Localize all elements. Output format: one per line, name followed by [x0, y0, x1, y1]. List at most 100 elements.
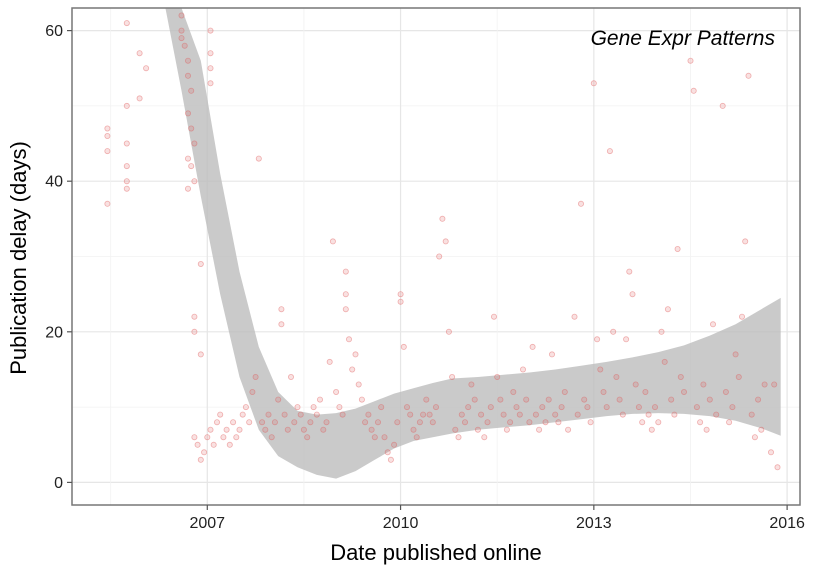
data-point: [536, 426, 543, 433]
data-point: [465, 404, 472, 411]
y-axis-ticks: 0 20 40 60: [45, 23, 72, 492]
data-point: [268, 434, 275, 441]
data-point: [490, 313, 497, 320]
data-point: [626, 268, 633, 275]
data-point: [197, 351, 204, 358]
data-point: [610, 328, 617, 335]
data-point: [481, 434, 488, 441]
data-point: [429, 419, 436, 426]
data-point: [594, 336, 601, 343]
x-tick-label: 2013: [576, 515, 612, 532]
data-point: [123, 178, 130, 185]
data-point: [249, 388, 256, 395]
data-point: [181, 42, 188, 49]
data-point: [584, 404, 591, 411]
data-point: [300, 426, 307, 433]
data-point: [188, 163, 195, 170]
data-point: [578, 200, 585, 207]
data-point: [191, 178, 198, 185]
data-point: [226, 441, 233, 448]
data-point: [197, 456, 204, 463]
data-point: [284, 426, 291, 433]
data-point: [655, 419, 662, 426]
data-point: [652, 404, 659, 411]
data-point: [507, 419, 514, 426]
data-point: [774, 464, 781, 471]
data-point: [349, 366, 356, 373]
data-point: [184, 155, 191, 162]
data-point: [352, 351, 359, 358]
data-point: [104, 148, 111, 155]
data-point: [619, 411, 626, 418]
y-tick-label: 40: [45, 174, 63, 191]
data-point: [574, 411, 581, 418]
data-point: [365, 411, 372, 418]
data-point: [432, 404, 439, 411]
data-point: [681, 388, 688, 395]
data-point: [178, 12, 185, 19]
data-point: [474, 426, 481, 433]
data-point: [484, 419, 491, 426]
data-point: [123, 140, 130, 147]
data-point: [387, 456, 394, 463]
data-point: [439, 215, 446, 222]
data-point: [281, 411, 288, 418]
data-point: [197, 260, 204, 267]
data-point: [558, 404, 565, 411]
data-point: [661, 358, 668, 365]
data-point: [545, 396, 552, 403]
data-point: [210, 441, 217, 448]
data-point: [358, 396, 365, 403]
data-point: [600, 388, 607, 395]
data-point: [265, 411, 272, 418]
data-point: [603, 404, 610, 411]
data-point: [239, 411, 246, 418]
data-point: [748, 411, 755, 418]
data-point: [642, 388, 649, 395]
data-point: [761, 381, 768, 388]
data-point: [426, 411, 433, 418]
data-point: [632, 381, 639, 388]
data-point: [371, 434, 378, 441]
data-point: [397, 298, 404, 305]
data-point: [342, 291, 349, 298]
data-point: [713, 411, 720, 418]
data-point: [378, 404, 385, 411]
data-point: [420, 411, 427, 418]
data-point: [587, 419, 594, 426]
data-point: [565, 426, 572, 433]
data-point: [333, 388, 340, 395]
data-point: [304, 434, 311, 441]
data-point: [368, 426, 375, 433]
data-point: [188, 125, 195, 132]
data-point: [391, 441, 398, 448]
data-point: [693, 404, 700, 411]
data-point: [323, 419, 330, 426]
data-point: [555, 419, 562, 426]
data-point: [458, 411, 465, 418]
data-point: [410, 426, 417, 433]
data-point: [342, 306, 349, 313]
data-point: [291, 419, 298, 426]
data-point: [207, 426, 214, 433]
confidence-band-area: [165, 8, 781, 479]
data-point: [755, 396, 762, 403]
data-point: [246, 419, 253, 426]
data-point: [201, 449, 208, 456]
data-point: [449, 373, 456, 380]
data-point: [613, 373, 620, 380]
data-point: [213, 419, 220, 426]
data-point: [516, 411, 523, 418]
data-point: [136, 95, 143, 102]
y-tick-label: 60: [45, 23, 63, 40]
data-point: [771, 381, 778, 388]
data-point: [191, 140, 198, 147]
data-point: [345, 336, 352, 343]
data-point: [236, 426, 243, 433]
data-point: [648, 426, 655, 433]
data-point: [561, 388, 568, 395]
data-point: [571, 313, 578, 320]
data-point: [478, 411, 485, 418]
data-point: [442, 238, 449, 245]
data-point: [523, 396, 530, 403]
